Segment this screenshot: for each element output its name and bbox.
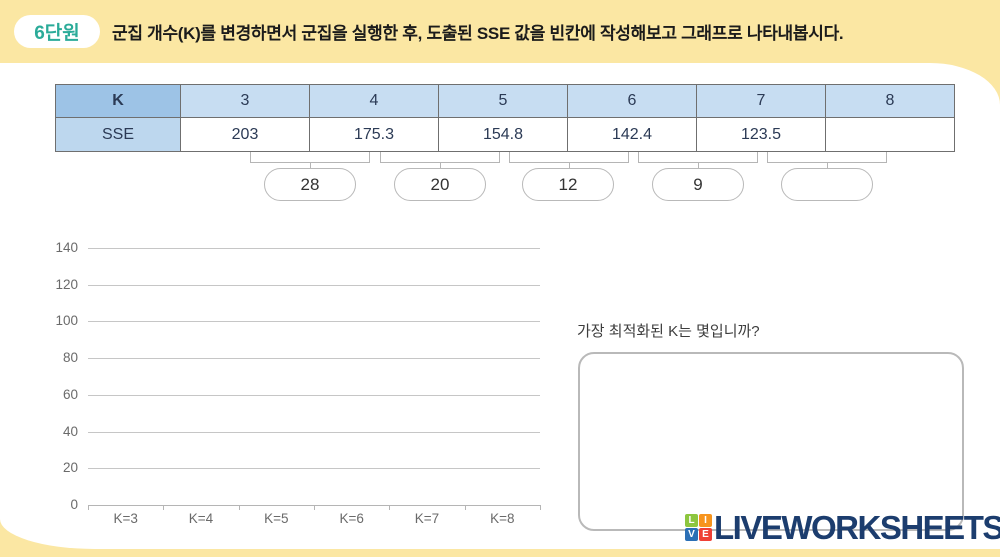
gridline	[88, 468, 540, 470]
k-value-cell: 8	[826, 85, 955, 118]
gridline	[88, 284, 540, 286]
logo-square-l: L	[685, 514, 698, 527]
x-axis-tick	[238, 504, 240, 510]
sse-value-cell: 175.3	[310, 118, 439, 152]
difference-bracket	[509, 152, 629, 169]
difference-pill: 20	[394, 168, 486, 201]
x-axis-tick	[163, 504, 165, 510]
sse-value-cell-blank[interactable]	[826, 118, 955, 152]
instruction-text: 군집 개수(K)를 변경하면서 군집을 실행한 후, 도출된 SSE 값을 빈칸…	[112, 24, 844, 43]
y-axis-tick-label: 20	[62, 460, 78, 476]
logo-square-v: V	[685, 528, 698, 541]
x-axis-label: K=6	[339, 511, 364, 526]
sse-table: K 3 4 5 6 7 8 SSE 203 175.3 154.8 142.4 …	[55, 84, 955, 152]
sse-value-cell: 203	[181, 118, 310, 152]
logo-text: LIVEWORKSHEETS	[714, 509, 1000, 546]
gridline	[88, 248, 540, 249]
y-axis-tick-label: 0	[70, 496, 78, 512]
difference-pill-blank[interactable]	[781, 168, 873, 201]
y-axis-tick-label: 140	[55, 240, 78, 255]
difference-bracket	[767, 152, 887, 169]
y-axis-tick-label: 80	[62, 350, 78, 366]
x-axis-label: K=3	[113, 511, 138, 526]
gridline	[88, 321, 540, 323]
x-axis-label: K=8	[490, 511, 515, 526]
k-header-cell: K	[56, 85, 181, 118]
x-axis-tick	[464, 504, 466, 510]
difference-bracket	[250, 152, 370, 169]
difference-bracket	[638, 152, 758, 169]
k-value-cell: 6	[568, 85, 697, 118]
x-axis-tick	[389, 504, 391, 510]
gridline	[88, 431, 540, 433]
y-axis-tick-label: 100	[55, 313, 78, 329]
x-axis-tick	[540, 504, 541, 510]
sse-value-cell: 154.8	[439, 118, 568, 152]
x-axis-label: K=5	[264, 511, 289, 526]
difference-pill: 9	[652, 168, 744, 201]
x-axis-tick	[88, 504, 89, 510]
question-label: 가장 최적화된 K는 몇입니까?	[577, 323, 760, 340]
difference-bracket	[380, 152, 500, 169]
header: 6단원 군집 개수(K)를 변경하면서 군집을 실행한 후, 도출된 SSE 값…	[0, 0, 1000, 63]
sse-label-cell: SSE	[56, 118, 181, 152]
difference-pill: 12	[522, 168, 614, 201]
y-axis-tick-label: 40	[62, 423, 78, 439]
unit-badge: 6단원	[14, 15, 100, 48]
k-value-cell: 4	[310, 85, 439, 118]
k-value-cell: 7	[697, 85, 826, 118]
x-axis-label: K=4	[188, 511, 214, 526]
sse-value-cell: 142.4	[568, 118, 697, 152]
answer-input-box[interactable]	[578, 352, 964, 531]
sse-value-cell: 123.5	[697, 118, 826, 152]
y-axis-tick-label: 60	[62, 386, 78, 402]
x-axis-label: K=7	[414, 511, 440, 526]
logo-squares-icon: L I V E	[685, 514, 712, 541]
sse-chart[interactable]: 140 120 100 80 60 40 20 0 K=3 K=4 K=5 K=6 K=7 K=8	[30, 240, 560, 541]
difference-pill: 28	[264, 168, 356, 201]
k-value-cell: 3	[181, 85, 310, 118]
logo-square-i: I	[699, 514, 712, 527]
y-axis-tick-label: 120	[55, 276, 78, 292]
gridline	[88, 394, 540, 396]
x-axis-tick	[314, 504, 315, 510]
gridline	[88, 358, 540, 360]
liveworksheets-logo[interactable]: L I V E LIVEWORKSHEETS	[685, 511, 1000, 544]
logo-square-e: E	[699, 528, 712, 541]
k-value-cell: 5	[439, 85, 568, 118]
